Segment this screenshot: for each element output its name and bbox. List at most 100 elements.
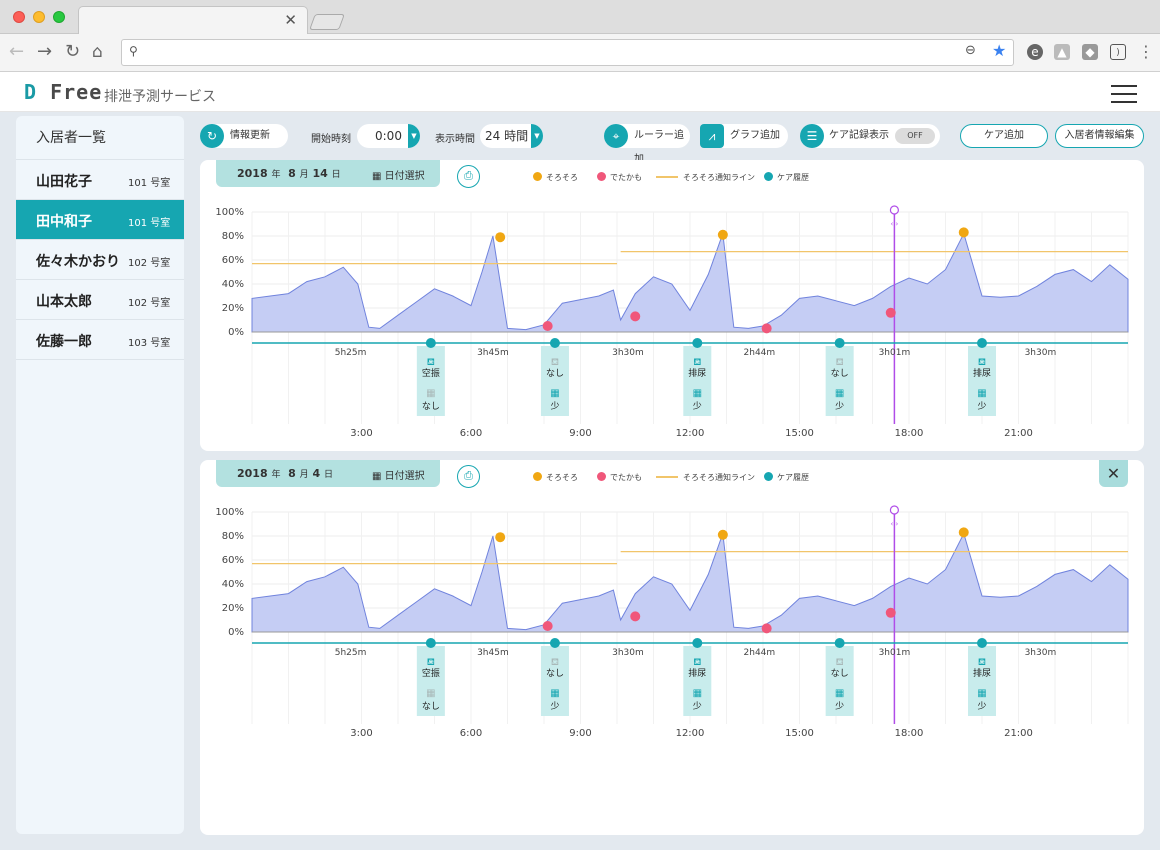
browser-titlebar: ✕ [0, 0, 1160, 35]
resident-name: 山本太郎 [36, 294, 92, 310]
start-time-select[interactable]: 0:00 ▼ [357, 124, 420, 148]
y-tick-label: 0% [228, 627, 244, 638]
display-time-select[interactable]: 24 時間 ▼ [480, 124, 543, 148]
logo-free: Free [50, 80, 103, 104]
care-record-box [416, 346, 445, 416]
interval-label: 3h30m [1025, 648, 1057, 658]
care-point [425, 338, 436, 348]
y-tick-label: 0% [228, 327, 244, 338]
search-icon: ⚲ [129, 44, 138, 58]
home-icon[interactable]: ⌂ [92, 42, 103, 62]
close-window-button[interactable] [13, 11, 25, 23]
extension-icon[interactable]: ◆ [1082, 44, 1098, 60]
minimize-window-button[interactable] [33, 11, 45, 23]
date-year-unit: 年 [271, 170, 281, 180]
probability-area-series [251, 232, 1129, 333]
close-tab-icon[interactable]: ✕ [284, 11, 297, 29]
date-picker-button[interactable]: ▦ 日付選択 [372, 467, 425, 482]
back-icon[interactable]: ← [9, 41, 25, 62]
detakamo-marker [542, 321, 553, 331]
date-year-unit: 年 [271, 470, 281, 480]
interval-label: 3h01m [879, 348, 911, 358]
cup-icon: ⛾ [978, 657, 986, 668]
ruler-handle-icon [889, 505, 900, 515]
care-pad-label: 少 [550, 701, 559, 712]
date-box: 2018 年 8 月 4 日 ▦ 日付選択 [216, 460, 440, 487]
care-record-label: ケア記録表示 [829, 130, 889, 141]
refresh-button[interactable]: ↻ 情報更新 [200, 124, 288, 148]
toggle-switch[interactable]: OFF [895, 128, 935, 144]
new-tab-button[interactable] [309, 14, 345, 30]
sidebar-item-resident[interactable]: 佐々木かおり 102 号室 [16, 240, 184, 280]
date-display: 2018 年 8 月 14 日 [237, 167, 341, 180]
interval-label: 3h45m [477, 648, 509, 658]
care-record-box [540, 646, 569, 716]
legend-detakamo-label: でたかも [610, 173, 642, 182]
sidebar-item-resident[interactable]: 田中和子 101 号室 [16, 200, 184, 240]
hamburger-menu-icon[interactable] [1111, 85, 1137, 103]
display-time-value: 24 時間 [485, 129, 529, 143]
close-panel-icon[interactable]: ✕ [1099, 460, 1128, 487]
refresh-label: 情報更新 [230, 130, 270, 141]
x-tick-label: 3:00 [350, 428, 372, 439]
drive-icon[interactable]: ▲ [1054, 44, 1070, 60]
care-point [549, 338, 560, 348]
forward-icon[interactable]: → [37, 41, 53, 62]
maximize-window-button[interactable] [53, 11, 65, 23]
add-ruler-button[interactable]: ⌖ ルーラー追加 [604, 124, 690, 165]
browser-tab[interactable]: ✕ [78, 6, 308, 35]
care-record-box [968, 346, 996, 416]
x-tick-label: 12:00 [676, 728, 705, 739]
detakamo-marker [885, 307, 896, 318]
resident-name: 山田花子 [36, 174, 92, 190]
evernote-icon[interactable]: e [1027, 44, 1043, 60]
sidebar-item-resident[interactable]: 佐藤一郎 103 号室 [16, 320, 184, 360]
detakamo-marker [885, 607, 896, 618]
legend-care: ケア履歴 [764, 472, 809, 483]
care-point [834, 338, 845, 348]
pad-icon: ▦ [693, 688, 702, 699]
x-tick-label: 15:00 [785, 428, 814, 439]
soro-marker [495, 232, 506, 243]
graph-icon: ⩘ [700, 124, 724, 148]
room-number: 101 号室 [128, 178, 171, 189]
add-graph-button[interactable]: ⩘ グラフ追加 [700, 124, 788, 148]
care-record-box [683, 646, 712, 716]
date-day-unit: 日 [324, 470, 334, 480]
zoom-icon[interactable]: ⊖ [965, 43, 976, 58]
care-record-box [968, 646, 996, 716]
care-point [425, 638, 436, 648]
bookmark-star-icon[interactable]: ★ [992, 41, 1007, 60]
interval-label: 3h01m [879, 648, 911, 658]
threshold-line-icon [656, 476, 678, 478]
add-care-button[interactable]: ケア追加 [960, 124, 1048, 148]
address-bar[interactable]: ⚲ ⊖ ★ [121, 39, 1014, 66]
cast-icon[interactable]: ) [1110, 44, 1126, 60]
care-record-toggle[interactable]: ☰ ケア記録表示 OFF [800, 124, 940, 148]
resident-name: 田中和子 [36, 214, 92, 230]
care-pad-label: 少 [977, 701, 986, 712]
soro-marker [717, 229, 728, 240]
service-name: 排泄予測サービス [104, 89, 216, 105]
x-tick-label: 9:00 [569, 728, 591, 739]
print-icon[interactable]: ⎙ [457, 165, 480, 188]
room-number: 101 号室 [128, 218, 171, 229]
edit-resident-button[interactable]: 入居者情報編集 [1055, 124, 1144, 148]
ruler-arrows-icon: ‹ › [890, 520, 898, 528]
print-icon[interactable]: ⎙ [457, 465, 480, 488]
date-picker-button[interactable]: ▦ 日付選択 [372, 167, 425, 182]
date-year: 2018 [237, 467, 268, 480]
pad-icon: ▦ [426, 688, 435, 699]
browser-menu-icon[interactable]: ⋮ [1138, 42, 1154, 61]
resident-sidebar: 入居者一覧 山田花子 101 号室 田中和子 101 号室 佐々木かおり 102 号室 山本… [16, 116, 184, 834]
cup-icon: ⛾ [551, 357, 559, 368]
cup-icon: ⛾ [693, 657, 701, 668]
sidebar-item-resident[interactable]: 山本太郎 102 号室 [16, 280, 184, 320]
sidebar-item-resident[interactable]: 山田花子 101 号室 [16, 160, 184, 200]
calendar-icon: ▦ [372, 471, 382, 482]
reload-icon[interactable]: ↻ [65, 41, 81, 62]
threshold-line-icon [656, 176, 678, 178]
date-picker-label: 日付選択 [384, 471, 425, 482]
x-tick-label: 6:00 [460, 428, 482, 439]
logo: D Free [24, 80, 102, 104]
